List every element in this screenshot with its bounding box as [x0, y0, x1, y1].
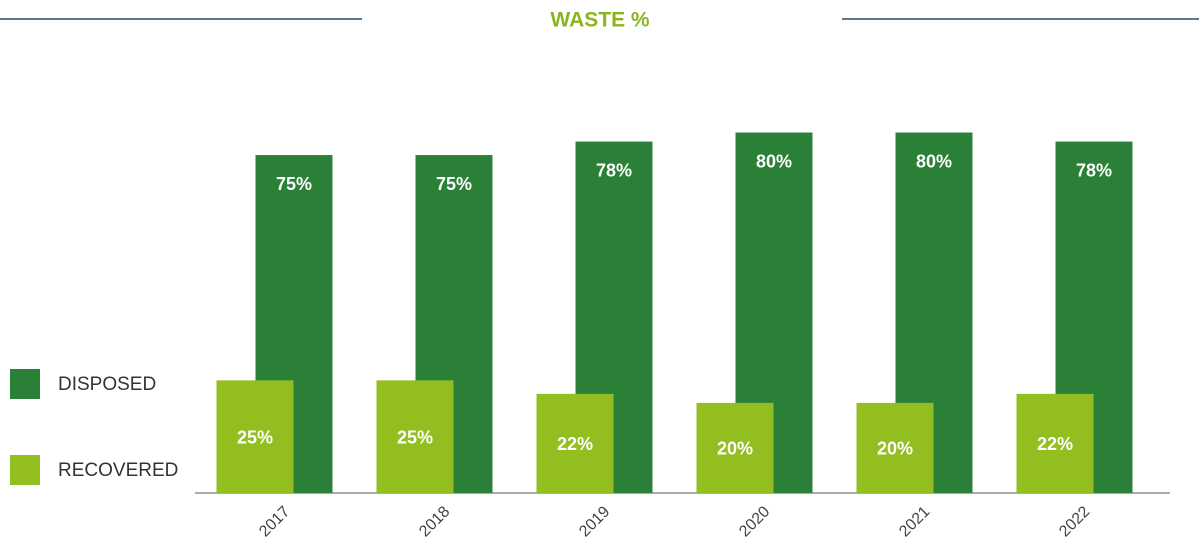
bar: [376, 380, 454, 493]
data-label: 75%: [436, 174, 472, 194]
legend-swatch: [10, 455, 40, 485]
bar: [1016, 393, 1094, 493]
data-label: 25%: [397, 427, 433, 447]
bar: [856, 402, 934, 493]
data-label: 22%: [1037, 434, 1073, 454]
data-label: 78%: [596, 160, 632, 180]
data-label: 25%: [237, 427, 273, 447]
legend-label: RECOVERED: [58, 460, 178, 481]
x-tick-label: 2019: [576, 503, 613, 540]
bar: [216, 380, 294, 493]
data-label: 20%: [877, 439, 913, 459]
bar: [696, 402, 774, 493]
x-tick-label: 2021: [896, 503, 933, 540]
legend-swatch: [10, 369, 40, 399]
data-label: 75%: [276, 174, 312, 194]
chart-title: WASTE %: [550, 9, 650, 32]
data-label: 80%: [916, 151, 952, 171]
x-tick-label: 2020: [736, 503, 773, 540]
legend-label: DISPOSED: [58, 374, 156, 395]
x-tick-label: 2022: [1056, 503, 1093, 540]
bar: [536, 393, 614, 493]
x-tick-label: 2018: [416, 503, 453, 540]
data-label: 20%: [717, 439, 753, 459]
data-label: 78%: [1076, 160, 1112, 180]
data-label: 22%: [557, 434, 593, 454]
data-label: 80%: [756, 151, 792, 171]
x-tick-label: 2017: [256, 503, 293, 540]
